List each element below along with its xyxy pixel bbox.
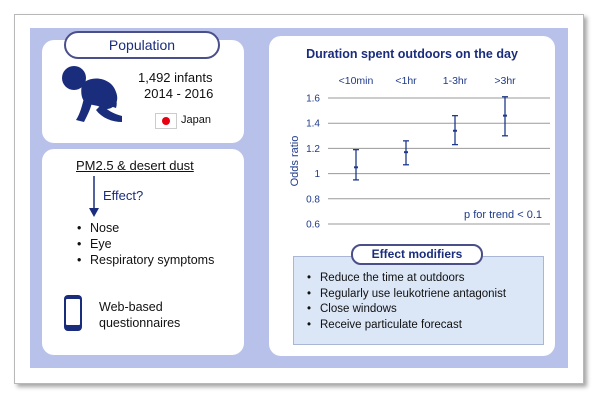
method-line-2: questionnaires <box>99 316 181 330</box>
odds-ratio-chart: 0.6 0.8 1 1.2 1.4 1.6 Odds ratio <10min <1hr 1-3h… <box>289 75 550 231</box>
list-item: Receive particulate forecast <box>307 318 506 334</box>
infant-icon <box>62 66 122 122</box>
modifier-list: Reduce the time at outdoors Regularly us… <box>307 271 506 333</box>
trend-annotation: p for trend < 0.1 <box>464 209 542 221</box>
japan-flag-icon <box>155 113 177 129</box>
effect-arrow <box>89 176 99 217</box>
population-title: Population <box>64 31 220 59</box>
y-tick-label: 1.2 <box>306 144 320 155</box>
y-tick-label: 1.6 <box>306 94 320 105</box>
y-tick-label: 1.4 <box>306 119 320 130</box>
exposure-title: PM2.5 & desert dust <box>76 158 194 173</box>
population-country: Japan <box>181 114 211 126</box>
method-line-1: Web-based <box>99 300 163 314</box>
list-item: Close windows <box>307 302 506 318</box>
smartphone-icon <box>64 295 82 331</box>
list-item: Eye <box>77 236 214 252</box>
population-infants: 1,492 infants <box>138 70 213 85</box>
y-tick-label: 1 <box>314 169 320 180</box>
chart-title: Duration spent outdoors on the day <box>306 47 518 61</box>
category-label: <1hr <box>395 75 417 87</box>
list-item: Nose <box>77 220 214 236</box>
list-item: Respiratory symptoms <box>77 252 214 268</box>
category-label: <10min <box>339 75 374 87</box>
y-tick-label: 0.6 <box>306 220 320 231</box>
effect-label: Effect? <box>103 188 144 203</box>
category-label: 1-3hr <box>443 75 468 87</box>
list-item: Reduce the time at outdoors <box>307 271 506 287</box>
modifiers-title: Effect modifiers <box>351 244 483 265</box>
list-item: Regularly use leukotriene antagonist <box>307 287 506 303</box>
y-axis-label: Odds ratio <box>289 136 301 187</box>
y-tick-label: 0.8 <box>306 194 320 205</box>
population-years: 2014 - 2016 <box>144 86 214 101</box>
category-label: >3hr <box>494 75 516 87</box>
outcome-list: Nose Eye Respiratory symptoms <box>77 220 214 268</box>
